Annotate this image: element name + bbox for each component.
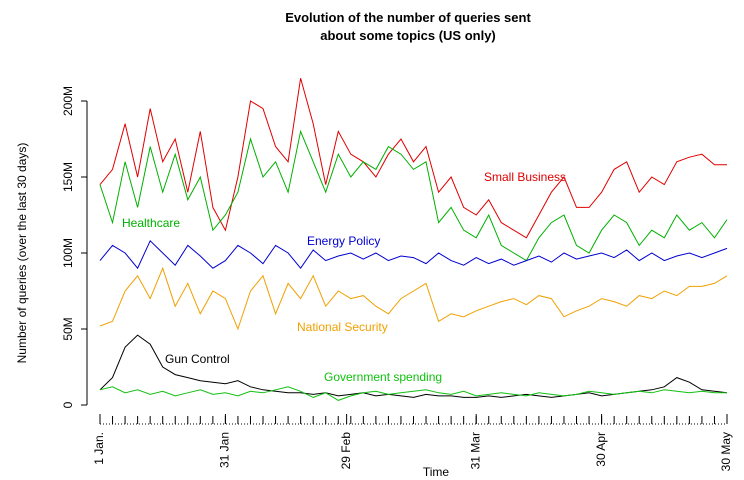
series-label: Small Business — [484, 170, 566, 184]
x-axis-label: Time — [423, 465, 450, 479]
x-tick-label: 30 May — [719, 432, 733, 471]
series-line — [99, 78, 727, 239]
series-label: Government spending — [324, 370, 442, 384]
y-axis-label: Number of queries (over the last 30 days… — [15, 143, 29, 364]
x-tick-label: 1 Jan. — [92, 432, 106, 465]
y-tick-label: 50M — [61, 317, 75, 340]
x-tick-label: 31 Mar — [468, 432, 482, 469]
series-label: Healthcare — [122, 216, 180, 230]
y-tick-label: 0 — [61, 401, 75, 408]
series-line — [99, 386, 727, 401]
series-line — [99, 239, 728, 270]
series-line — [99, 129, 728, 262]
x-tick-label: 29 Feb — [339, 432, 353, 470]
series-line — [99, 334, 728, 398]
series-line — [99, 266, 728, 331]
series-label: National Security — [297, 320, 388, 334]
chart-title: Evolution of the number of queries sent — [285, 10, 531, 25]
y-tick-label: 200M — [61, 86, 75, 116]
x-tick-label: 31 Jan — [218, 432, 232, 468]
series-label: Gun Control — [165, 352, 230, 366]
x-tick-label: 30 Apr — [594, 432, 608, 467]
chart-subtitle: about some topics (US only) — [320, 28, 496, 43]
series-label: Energy Policy — [307, 234, 380, 248]
y-tick-label: 150M — [61, 162, 75, 192]
y-tick-label: 100M — [61, 238, 75, 268]
